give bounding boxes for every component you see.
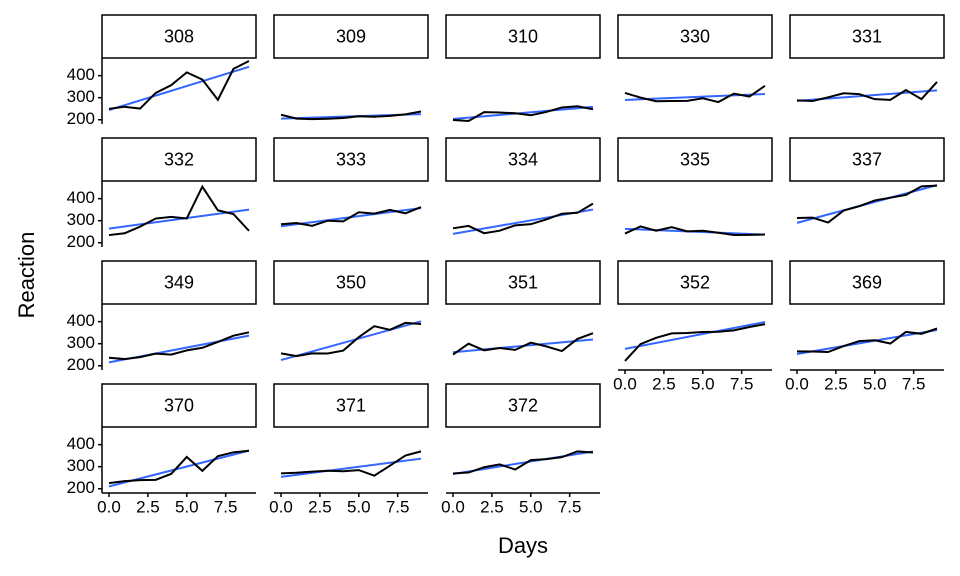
strip [445, 383, 601, 428]
data-line [624, 84, 766, 104]
strip-label: 371 [336, 395, 366, 415]
data-line [796, 184, 938, 224]
strip [101, 14, 257, 59]
data-line [796, 327, 938, 354]
strip [789, 14, 945, 59]
y-tick-label: 200 [67, 478, 95, 497]
y-axis-title: Reaction [14, 232, 39, 319]
x-tick-label: 2.5 [652, 374, 676, 393]
strip [789, 137, 945, 182]
y-tick-label: 400 [67, 188, 95, 207]
strip-label: 330 [680, 26, 710, 46]
y-tick-label: 400 [67, 311, 95, 330]
strip-label: 349 [164, 272, 194, 292]
y-tick-label: 300 [67, 210, 95, 229]
strip-label: 334 [508, 149, 538, 169]
strip [445, 260, 601, 305]
strip [617, 14, 773, 59]
strip [273, 260, 429, 305]
data-line [108, 331, 250, 361]
x-tick-label: 7.5 [558, 497, 582, 516]
data-line [108, 60, 250, 110]
y-tick-label: 300 [67, 87, 95, 106]
strip [445, 14, 601, 59]
strip-label: 337 [852, 149, 882, 169]
x-tick-label: 5.0 [863, 374, 887, 393]
data-line [280, 450, 422, 477]
x-tick-label: 5.0 [347, 497, 371, 516]
strip-label: 310 [508, 26, 538, 46]
y-tick-label: 200 [67, 232, 95, 251]
y-tick-label: 300 [67, 333, 95, 352]
strip-label: 333 [336, 149, 366, 169]
data-line [452, 450, 594, 475]
x-tick-label: 7.5 [730, 374, 754, 393]
y-tick-label: 200 [67, 109, 95, 128]
strip [273, 383, 429, 428]
x-tick-label: 7.5 [214, 497, 238, 516]
x-tick-label: 2.5 [480, 497, 504, 516]
strip [273, 137, 429, 182]
fit-line [280, 320, 422, 362]
data-line [624, 323, 766, 362]
data-line [108, 184, 250, 237]
strip [617, 260, 773, 305]
y-tick-label: 300 [67, 456, 95, 475]
x-tick-label: 7.5 [902, 374, 926, 393]
y-tick-label: 400 [67, 434, 95, 453]
strip-label: 369 [852, 272, 882, 292]
strip [617, 137, 773, 182]
x-tick-label: 0.0 [785, 374, 809, 393]
strip-label: 309 [336, 26, 366, 46]
fit-line [108, 65, 250, 111]
strip-label: 372 [508, 395, 538, 415]
strip-label: 350 [336, 272, 366, 292]
strip-label: 370 [164, 395, 194, 415]
strip-label: 332 [164, 149, 194, 169]
fit-line [624, 320, 766, 350]
strip-label: 335 [680, 149, 710, 169]
data-line [108, 449, 250, 485]
data-line [280, 110, 422, 121]
y-tick-label: 200 [67, 355, 95, 374]
strip [101, 260, 257, 305]
strip [101, 383, 257, 428]
strip-label: 331 [852, 26, 882, 46]
x-tick-label: 7.5 [386, 497, 410, 516]
x-tick-label: 5.0 [175, 497, 199, 516]
x-tick-label: 2.5 [824, 374, 848, 393]
x-tick-label: 2.5 [136, 497, 160, 516]
fit-line [796, 329, 938, 355]
strip [273, 14, 429, 59]
data-line [280, 206, 422, 227]
x-tick-label: 0.0 [613, 374, 637, 393]
x-tick-label: 0.0 [269, 497, 293, 516]
strip-label: 308 [164, 26, 194, 46]
y-tick-label: 400 [67, 65, 95, 84]
x-tick-label: 0.0 [441, 497, 465, 516]
x-tick-label: 5.0 [691, 374, 715, 393]
strip [101, 137, 257, 182]
x-tick-label: 2.5 [308, 497, 332, 516]
data-line [452, 332, 594, 356]
data-line [624, 225, 766, 236]
strip [445, 137, 601, 182]
data-line [452, 105, 594, 123]
fit-line [280, 457, 422, 478]
data-line [452, 202, 594, 235]
strip-label: 351 [508, 272, 538, 292]
data-line [796, 81, 938, 103]
x-tick-label: 5.0 [519, 497, 543, 516]
x-axis-title: Days [498, 533, 548, 558]
strip-label: 352 [680, 272, 710, 292]
x-tick-label: 0.0 [97, 497, 121, 516]
strip [789, 260, 945, 305]
data-line [280, 321, 422, 358]
